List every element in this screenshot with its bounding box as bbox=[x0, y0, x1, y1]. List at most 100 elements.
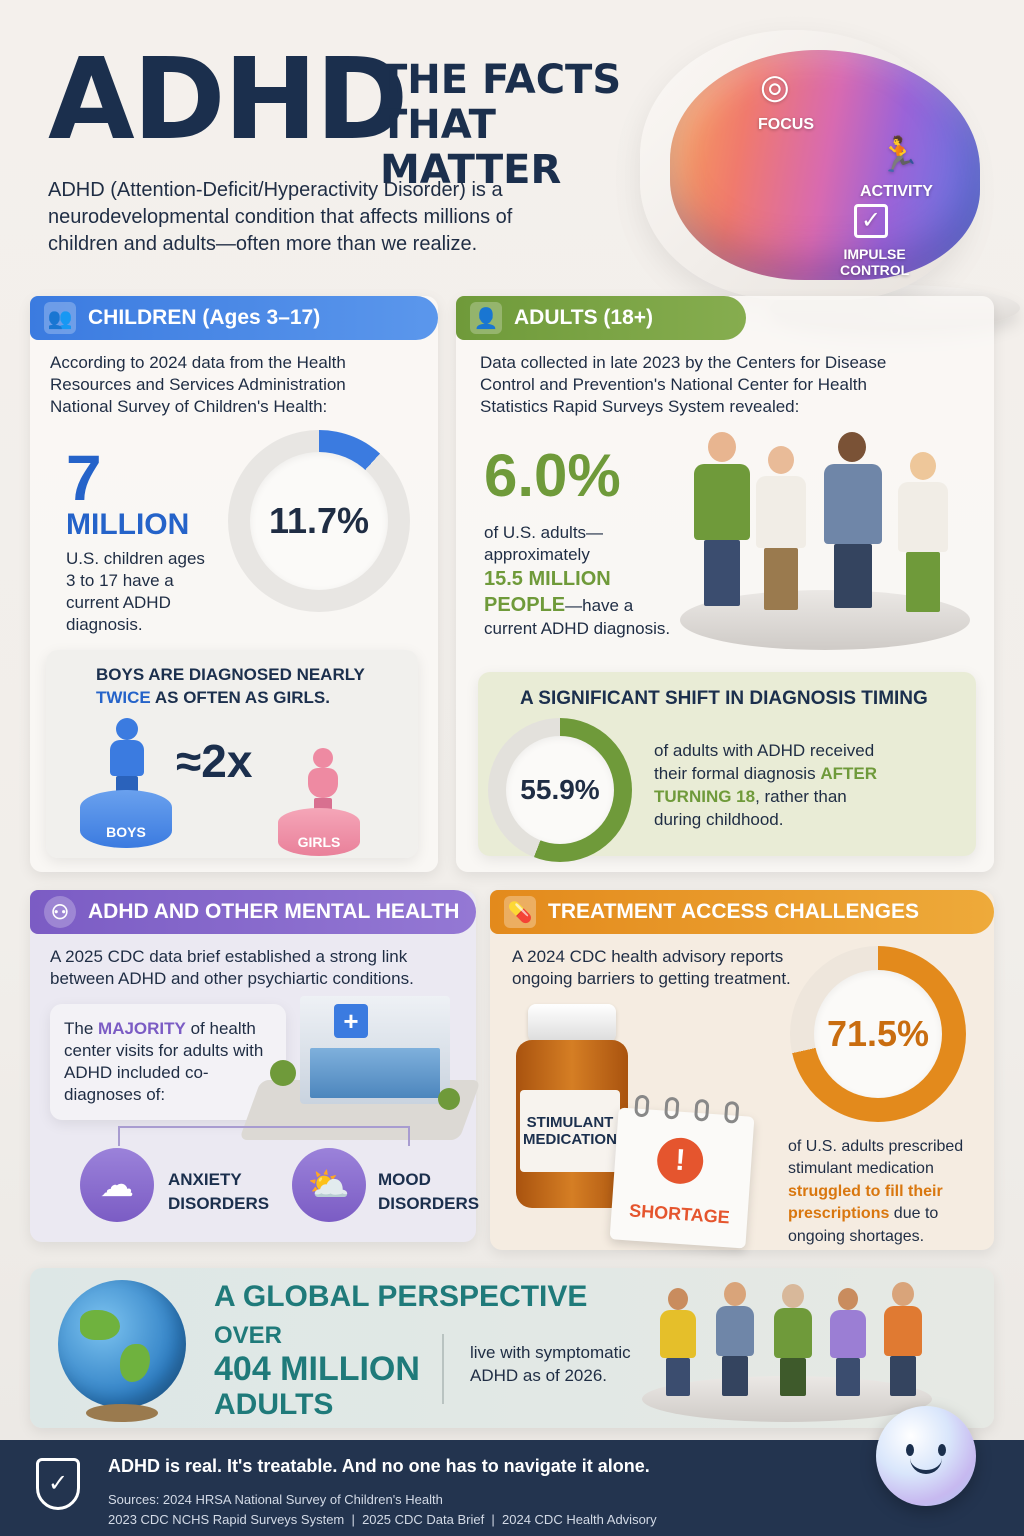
footer: ✓ ADHD is real. It's treatable. And no o… bbox=[0, 1440, 1024, 1536]
ratio-text: ≈2x bbox=[176, 735, 253, 787]
treatment-percent-label: 71.5% bbox=[814, 970, 942, 1098]
anxiety-label: ANXIETY DISORDERS bbox=[168, 1168, 269, 1216]
target-icon: ◎ bbox=[760, 68, 790, 106]
footer-tagline: ADHD is real. It's treatable. And no one… bbox=[108, 1456, 650, 1476]
subtitle-line-1: THE FACTS bbox=[380, 57, 622, 103]
running-icon: 🏃 bbox=[878, 136, 921, 174]
girls-pedestal: GIRLS bbox=[278, 808, 360, 856]
adults-header: 👤 ADULTS (18+) bbox=[456, 296, 746, 340]
majority-text: The MAJORITY of health center visits for… bbox=[64, 1018, 264, 1106]
globe-stand bbox=[86, 1404, 158, 1422]
shift-text: of adults with ADHD received their forma… bbox=[654, 740, 954, 832]
global-unit: ADULTS bbox=[214, 1388, 334, 1421]
children-source: According to 2024 data from the Health R… bbox=[50, 353, 346, 417]
anxiety-line-1: ANXIETY bbox=[168, 1170, 242, 1189]
impulse-line-1: IMPULSE bbox=[843, 246, 906, 262]
impulse-line-2: CONTROL bbox=[840, 262, 910, 279]
subtitle-line-2: THAT MATTER bbox=[380, 101, 562, 193]
shield-check-icon: ✓ bbox=[36, 1458, 80, 1510]
shift-text-end: during childhood. bbox=[654, 809, 784, 829]
girls-label: GIRLS bbox=[297, 834, 341, 850]
tree-icon bbox=[270, 1060, 296, 1086]
shortage-label: SHORTAGE bbox=[628, 1200, 731, 1228]
treatment-percent-donut: 71.5% bbox=[790, 946, 966, 1122]
adults-highlight-2: PEOPLE bbox=[484, 594, 566, 617]
treatment-desc-before: of U.S. adults prescribed stimulant medi… bbox=[788, 1138, 964, 1178]
connector-lines bbox=[118, 1126, 410, 1146]
adults-desc: of U.S. adults— approximately 15.5 MILLI… bbox=[484, 522, 684, 640]
adults-desc-end: current ADHD diagnosis. bbox=[484, 619, 671, 639]
globe-icon bbox=[58, 1280, 186, 1408]
children-percent-label: 11.7% bbox=[250, 452, 388, 590]
boys-highlight: TWICE bbox=[96, 687, 151, 707]
boys-line-2-rest: AS OFTEN AS GIRLS. bbox=[150, 687, 330, 707]
boys-label: BOYS bbox=[106, 824, 146, 840]
boys-pedestal: BOYS bbox=[80, 790, 172, 848]
treatment-heading: TREATMENT ACCESS CHALLENGES bbox=[548, 900, 920, 923]
person-icon: 👤 bbox=[470, 302, 502, 334]
treatment-desc-after: due to ongoing shortages. bbox=[788, 1205, 939, 1245]
page-subtitle: THE FACTS THAT MATTER bbox=[380, 58, 640, 192]
global-divider bbox=[442, 1334, 444, 1404]
children-big-unit: MILLION bbox=[66, 508, 190, 541]
brain-label-activity: ACTIVITY bbox=[860, 183, 933, 200]
global-number: 404 MILLION bbox=[214, 1350, 420, 1388]
shift-highlight-2: TURNING 18 bbox=[654, 786, 756, 806]
cloud-sun-icon: ⛅ bbox=[292, 1148, 366, 1222]
majority-box bbox=[50, 1004, 286, 1120]
page-title: ADHD bbox=[48, 35, 408, 165]
bottle-label: STIMULANT MEDICATION bbox=[520, 1090, 620, 1172]
bottle-label-line-1: STIMULANT bbox=[526, 1114, 614, 1131]
children-desc: U.S. children ages 3 to 17 have a curren… bbox=[66, 549, 205, 635]
clinic-building-icon: + bbox=[300, 996, 450, 1104]
brain-graphic bbox=[670, 50, 980, 280]
mental-health-heading: ADHD AND OTHER MENTAL HEALTH bbox=[88, 900, 460, 923]
global-heading: A GLOBAL PERSPECTIVE bbox=[214, 1280, 588, 1313]
global-over: OVER bbox=[214, 1322, 283, 1349]
children-percent-donut: 11.7% bbox=[228, 430, 410, 612]
brain-illustration: ◎ FOCUS 🏃 ACTIVITY ✓ IMPULSE CONTROL bbox=[640, 20, 1020, 331]
mood-line-2: DISORDERS bbox=[378, 1193, 480, 1213]
shift-text-line-1: of adults with ADHD received bbox=[654, 741, 875, 760]
majority-highlight: MAJORITY bbox=[98, 1019, 186, 1038]
adults-source: Data collected in late 2023 by the Cente… bbox=[480, 353, 887, 417]
warning-icon: ! bbox=[655, 1136, 705, 1186]
shift-percent-donut: 55.9% bbox=[488, 718, 632, 862]
treatment-desc: of U.S. adults prescribed stimulant medi… bbox=[788, 1136, 978, 1248]
children-big-number: 7 bbox=[66, 442, 102, 514]
children-header: 👥 CHILDREN (Ages 3–17) bbox=[30, 296, 438, 340]
children-heading: CHILDREN (Ages 3–17) bbox=[88, 306, 321, 329]
shift-text-line-2: their formal diagnosis bbox=[654, 763, 816, 783]
global-group-figures bbox=[660, 1282, 940, 1402]
adults-big-number: 6.0% bbox=[484, 442, 621, 509]
treatment-intro: A 2024 CDC health advisory reports ongoi… bbox=[512, 947, 791, 989]
shift-percent-label: 55.9% bbox=[506, 736, 614, 844]
brain-label-impulse: IMPULSE CONTROL bbox=[840, 246, 909, 278]
boys-girls-text: BOYS ARE DIAGNOSED NEARLY TWICE AS OFTEN… bbox=[96, 664, 396, 710]
anxiety-brain-icon: ☁ bbox=[80, 1148, 154, 1222]
adults-heading: ADULTS (18+) bbox=[514, 306, 654, 329]
treatment-header: 💊 TREATMENT ACCESS CHALLENGES bbox=[490, 890, 994, 934]
footer-sources-1: Sources: 2024 HRSA National Survey of Ch… bbox=[108, 1492, 443, 1507]
mental-health-header: ⚇ ADHD AND OTHER MENTAL HEALTH bbox=[30, 890, 476, 934]
mood-label: MOOD DISORDERS bbox=[378, 1168, 479, 1216]
pill-bottle-icon: 💊 bbox=[504, 896, 536, 928]
adults-highlight-1: 15.5 MILLION bbox=[484, 568, 611, 591]
adults-desc-line-1: of U.S. adults— bbox=[484, 523, 604, 542]
bottle-cap bbox=[528, 1004, 616, 1042]
smiley-mascot-icon bbox=[876, 1406, 976, 1506]
people-icon: 👥 bbox=[44, 302, 76, 334]
tree-icon bbox=[438, 1088, 460, 1110]
mood-line-1: MOOD bbox=[378, 1170, 431, 1189]
building-windows bbox=[310, 1048, 440, 1098]
adults-desc-after: —have a bbox=[565, 596, 634, 616]
shift-title: A SIGNIFICANT SHIFT IN DIAGNOSIS TIMING bbox=[520, 688, 928, 709]
mental-intro: A 2025 CDC data brief established a stro… bbox=[50, 947, 414, 989]
brain-label-focus: FOCUS bbox=[758, 116, 814, 133]
global-desc: live with symptomatic ADHD as of 2026. bbox=[470, 1343, 631, 1385]
shift-text-rest: , rather than bbox=[755, 786, 847, 806]
brain-icon: ⚇ bbox=[44, 896, 76, 928]
anxiety-line-2: DISORDERS bbox=[168, 1193, 270, 1213]
boys-line-2: TWICE AS OFTEN AS GIRLS. bbox=[96, 687, 396, 710]
majority-before: The bbox=[64, 1019, 99, 1038]
